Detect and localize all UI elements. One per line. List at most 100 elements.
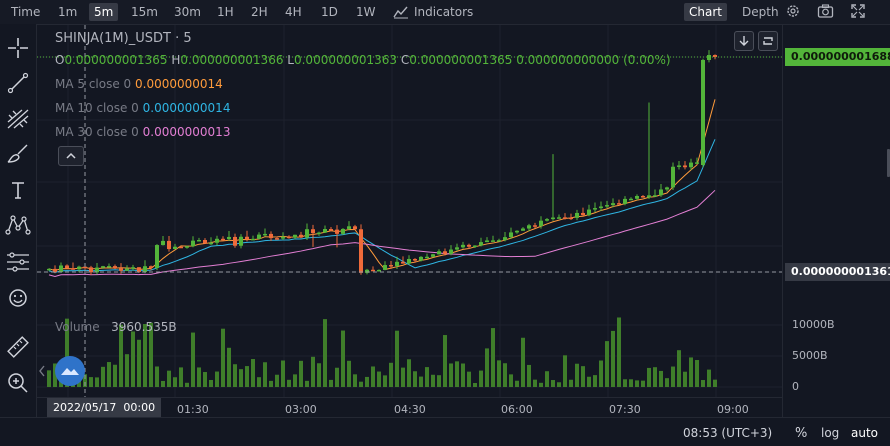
candle-body [287, 236, 291, 239]
candle-body [443, 251, 447, 254]
volume-bar [497, 360, 501, 387]
measure-icon[interactable] [5, 251, 31, 273]
volume-bar [437, 375, 441, 387]
candle-body [179, 246, 183, 249]
timeframe-30m[interactable]: 30m [174, 5, 201, 19]
volume-bar [527, 364, 531, 387]
candle-body [515, 230, 519, 233]
volume-bar [287, 379, 291, 387]
candle-body [467, 244, 471, 247]
timeframe-time[interactable]: Time [11, 5, 41, 19]
volume-bar [671, 366, 675, 387]
candle-body [281, 236, 285, 239]
candle-body [527, 225, 531, 229]
timeframe-1h[interactable]: 1H [217, 5, 234, 19]
timeframe-2h[interactable]: 2H [251, 5, 268, 19]
candle-body [653, 195, 657, 197]
candle-body [665, 187, 669, 190]
percent-scale-toggle[interactable]: % [795, 426, 808, 441]
candle-body [551, 217, 555, 220]
crosshair-time-tag: 2022/05/17 00:00 [47, 398, 162, 418]
ma30-row[interactable]: MA 30 close 0 0.0000000013 [55, 125, 230, 139]
chart-pane[interactable]: SHINJA(1M)_USDT · 5 O0.000000001365 H0.0… [37, 25, 782, 417]
volume-bar [707, 369, 711, 387]
candle-body [695, 162, 699, 164]
trend-line-icon[interactable] [7, 72, 29, 94]
ruler-icon[interactable] [6, 335, 30, 359]
ma-line [48, 139, 716, 273]
settings-icon[interactable] [785, 3, 801, 19]
candle-body [233, 236, 237, 246]
timeframe-4h[interactable]: 4H [285, 5, 302, 19]
clock[interactable]: 08:53 (UTC+3) [683, 426, 773, 440]
candle-body [431, 254, 435, 257]
volume-bar [233, 364, 237, 387]
volume-bar [665, 378, 669, 387]
pattern-icon[interactable] [5, 214, 31, 236]
fullscreen-icon[interactable] [850, 3, 866, 19]
volume-bar [119, 324, 123, 387]
volume-bar [137, 339, 141, 387]
volume-bar [263, 362, 267, 387]
emoji-icon[interactable] [7, 287, 29, 309]
camera-icon[interactable] [817, 3, 834, 19]
timeframe-1m[interactable]: 1m [58, 5, 78, 19]
volume-bar [215, 371, 219, 387]
auto-scale-toggle[interactable]: auto [851, 426, 879, 440]
timeframe-15m[interactable]: 15m [131, 5, 158, 19]
bottom-status-bar: 08:53 (UTC+3) % log auto [0, 417, 890, 446]
scroll-down-button[interactable] [734, 31, 754, 51]
volume-bar [641, 380, 645, 387]
volume-bar [467, 371, 471, 387]
candle-body [335, 229, 339, 234]
timeframe-1d[interactable]: 1D [321, 5, 338, 19]
timeframe-5m[interactable]: 5m [89, 3, 119, 21]
timeframe-1w[interactable]: 1W [356, 5, 376, 19]
candle-body [581, 212, 585, 216]
ma5-row[interactable]: MA 5 close 0 0.0000000014 [55, 77, 223, 91]
candle-body [689, 162, 693, 168]
time-label-4: 06:00 [501, 403, 533, 416]
volume-label: Volume [55, 320, 100, 334]
price-scale-handle[interactable] [887, 149, 890, 177]
volume-bar [389, 362, 393, 387]
crosshair-icon[interactable] [7, 37, 29, 59]
candle-body [173, 246, 177, 250]
zoom-in-icon[interactable] [6, 371, 30, 395]
tab-depth[interactable]: Depth [742, 5, 779, 19]
ma30-value: 0.0000000013 [142, 125, 231, 139]
volume-bar [161, 380, 165, 387]
tab-chart[interactable]: Chart [684, 3, 727, 21]
candle-body [197, 239, 201, 242]
volume-bar [197, 367, 201, 387]
candle-body [455, 247, 459, 250]
candle-body [347, 226, 351, 229]
indicators-button[interactable]: Indicators [414, 5, 474, 19]
candle-body [485, 240, 489, 243]
ohlc-row: O0.000000001365 H0.000000001366 L0.00000… [55, 53, 671, 67]
ma10-label: MA 10 close 0 [55, 101, 139, 115]
price-scale[interactable] [782, 25, 890, 417]
brush-icon[interactable] [6, 143, 30, 165]
text-icon[interactable] [7, 179, 29, 201]
scroll-left-button[interactable] [38, 363, 46, 379]
volume-axis-label-1: 10000B [792, 318, 835, 331]
collapse-legend-button[interactable] [58, 146, 84, 166]
log-scale-toggle[interactable]: log [821, 426, 840, 440]
time-axis[interactable]: 01:30 03:00 04:30 06:00 07:30 09:00 2022… [37, 397, 782, 418]
ohlc-low: 0.000000001363 [293, 53, 398, 67]
volume-bar [545, 371, 549, 387]
top-toolbar: Time 1m 5m 15m 30m 1H 2H 4H 1D 1W Indica… [0, 0, 890, 25]
ma-line [48, 99, 716, 271]
candle-body [101, 266, 105, 268]
ma10-row[interactable]: MA 10 close 0 0.0000000014 [55, 101, 230, 115]
volume-bar [143, 324, 147, 387]
volume-bar [593, 375, 597, 387]
candle-body [257, 234, 261, 239]
volume-bar [647, 367, 651, 387]
fib-icon[interactable] [6, 108, 30, 130]
volume-bar [335, 367, 339, 387]
price-chart[interactable] [37, 25, 782, 417]
indicators-icon[interactable] [393, 5, 409, 19]
reset-chart-button[interactable] [758, 31, 778, 51]
